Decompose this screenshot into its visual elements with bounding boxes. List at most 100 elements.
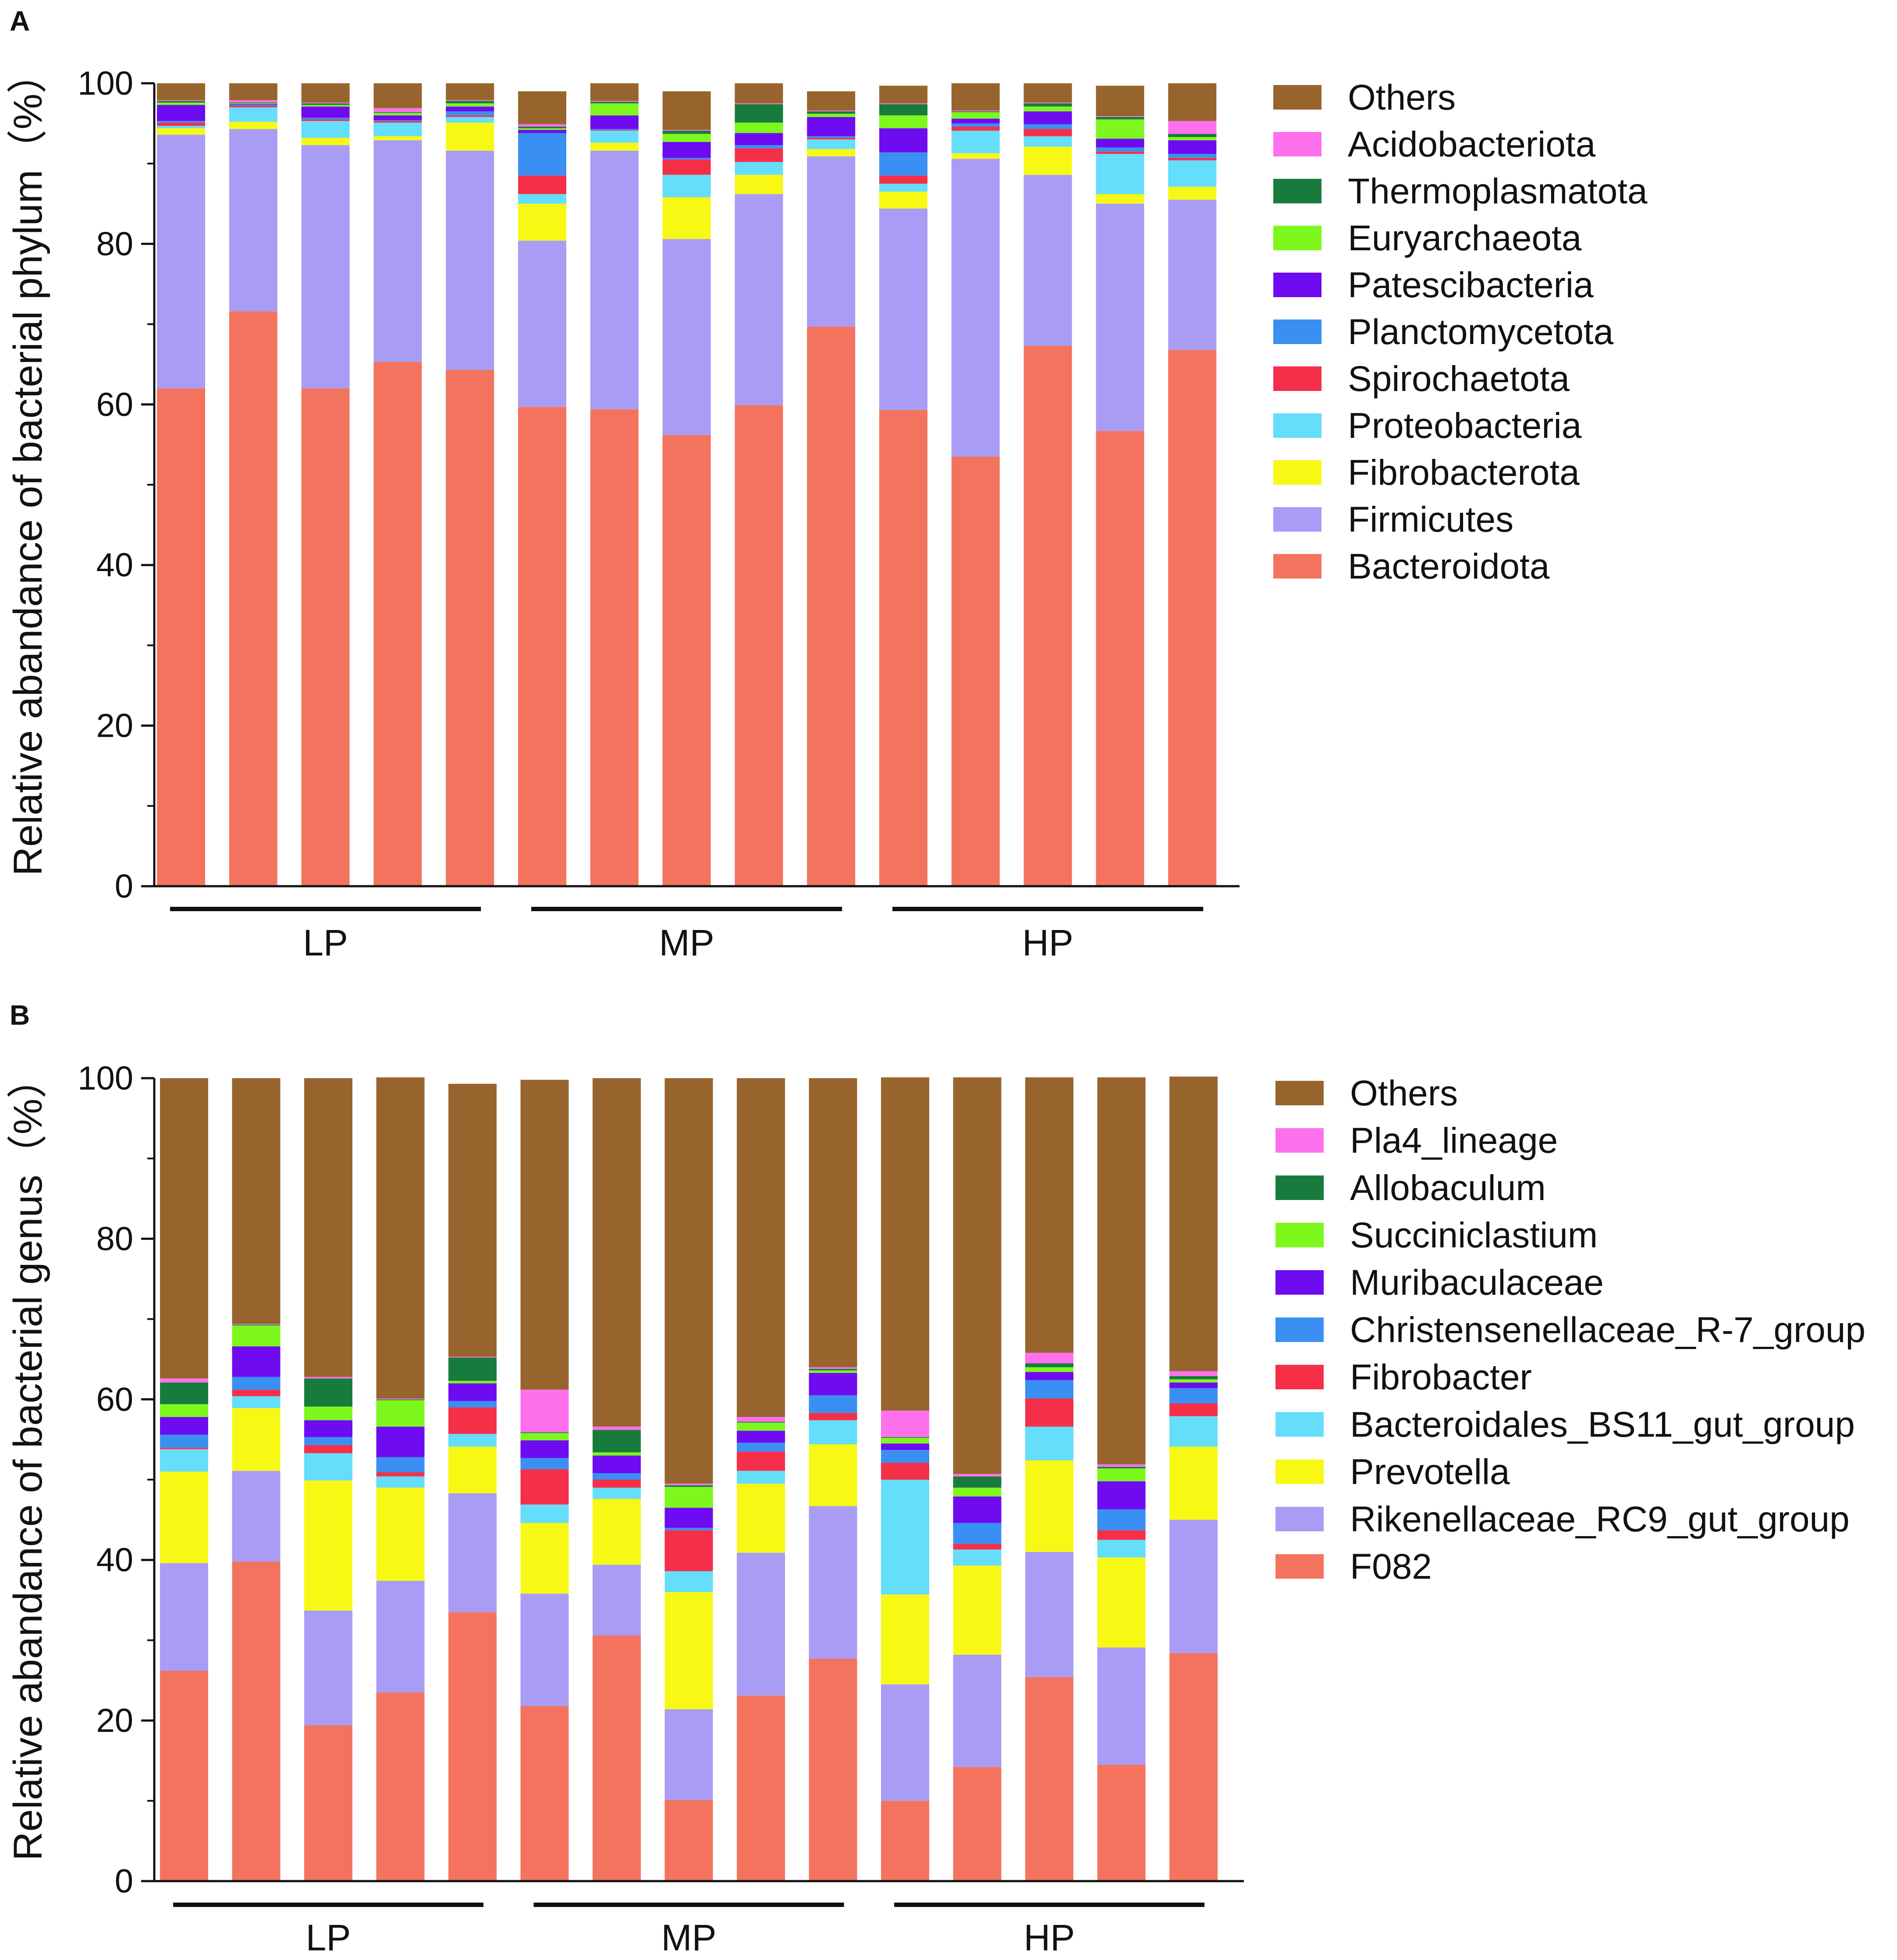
bar-segment-f082-sample-2 xyxy=(232,1561,281,1881)
bar-segment-firmicutes-sample-11 xyxy=(879,208,927,410)
bar-segment-planctomycetota-sample-12 xyxy=(951,123,1000,127)
bar-segment-muribaculaceae-sample-15 xyxy=(1169,1382,1218,1388)
group-labels-genus: LP MP HP xyxy=(173,1903,1204,1958)
bar-segment-rikenellaceae-rc9-gut-group-sample-14 xyxy=(1097,1647,1146,1765)
bar-segment-rikenellaceae-rc9-gut-group-sample-5 xyxy=(448,1493,497,1612)
bar-segment-others-sample-8 xyxy=(664,1078,713,1484)
bar-segment-others-sample-2 xyxy=(232,1078,281,1324)
bar-segment-prevotella-sample-9 xyxy=(737,1484,785,1553)
legend-swatch-others xyxy=(1275,1081,1324,1105)
legend-swatch-succiniclastium xyxy=(1275,1223,1324,1247)
legend-label-prevotella: Prevotella xyxy=(1350,1452,1510,1492)
legend-label-patescibacteria: Patescibacteria xyxy=(1348,265,1594,305)
bar-segment-succiniclastium-sample-2 xyxy=(232,1325,281,1346)
bar-segment-allobaculum-sample-11 xyxy=(881,1437,929,1438)
bar-segment-euryarchaeota-sample-15 xyxy=(1168,137,1217,141)
bar-segment-patescibacteria-sample-10 xyxy=(807,117,856,136)
bar-segment-proteobacteria-sample-4 xyxy=(373,122,422,136)
bar-segment-fibrobacter-sample-2 xyxy=(232,1389,281,1396)
bar-segment-firmicutes-sample-4 xyxy=(373,140,422,362)
bar-segment-allobaculum-sample-2 xyxy=(232,1324,281,1326)
bar-segment-others-sample-12 xyxy=(953,1077,1002,1474)
bar-segment-spirochaetota-sample-13 xyxy=(1023,129,1072,136)
bar-segment-fibrobacterota-sample-11 xyxy=(879,192,927,209)
bar-segment-pla4-lineage-sample-8 xyxy=(664,1484,713,1485)
y-tick-label: 20 xyxy=(96,707,133,745)
y-tick-label: 100 xyxy=(78,1060,133,1097)
bar-segment-planctomycetota-sample-1 xyxy=(157,121,205,123)
bar-segment-thermoplasmatota-sample-6 xyxy=(518,126,566,128)
bar-segment-muribaculaceae-sample-10 xyxy=(809,1373,857,1395)
legend-label-euryarchaeota: Euryarchaeota xyxy=(1348,218,1582,258)
bar-segment-euryarchaeota-sample-9 xyxy=(735,122,783,133)
bar-segment-acidobacteriota-sample-5 xyxy=(446,100,494,101)
bar-segment-euryarchaeota-sample-14 xyxy=(1096,119,1144,139)
bar-segment-spirochaetota-sample-15 xyxy=(1168,158,1217,160)
bar-segment-f082-sample-10 xyxy=(809,1658,857,1881)
bar-segment-allobaculum-sample-10 xyxy=(809,1369,857,1371)
bar-segment-bacteroidales-bs11-gut-group-sample-11 xyxy=(881,1480,929,1594)
bar-segment-others-sample-15 xyxy=(1169,1076,1218,1371)
bar-segment-christensenellaceae-r-7-group-sample-3 xyxy=(304,1437,352,1445)
bar-segment-others-sample-4 xyxy=(373,83,422,108)
bar-segment-prevotella-sample-5 xyxy=(448,1446,497,1494)
bar-segment-fibrobacterota-sample-1 xyxy=(157,128,205,135)
bar-segment-others-sample-5 xyxy=(446,83,494,100)
bar-segment-allobaculum-sample-8 xyxy=(664,1485,713,1487)
bar-segment-pla4-lineage-sample-12 xyxy=(953,1474,1002,1477)
bar-segment-bacteroidota-sample-3 xyxy=(301,388,350,887)
bar-segment-firmicutes-sample-14 xyxy=(1096,203,1144,431)
bar-segment-allobaculum-sample-15 xyxy=(1169,1376,1218,1379)
bar-segment-firmicutes-sample-8 xyxy=(662,239,711,435)
bar-segment-planctomycetota-sample-2 xyxy=(229,105,277,106)
bar-segment-patescibacteria-sample-3 xyxy=(301,107,350,118)
bar-segment-pla4-lineage-sample-6 xyxy=(520,1389,569,1432)
bar-segment-bacteroidota-sample-7 xyxy=(590,409,639,886)
bar-segment-spirochaetota-sample-12 xyxy=(951,126,1000,131)
bar-segment-f082-sample-1 xyxy=(160,1671,208,1881)
bar-segment-thermoplasmatota-sample-14 xyxy=(1096,117,1144,120)
bar-segment-patescibacteria-sample-5 xyxy=(446,107,494,112)
bar-segment-fibrobacter-sample-14 xyxy=(1097,1530,1146,1540)
bar-segment-allobaculum-sample-3 xyxy=(304,1378,352,1407)
bar-segment-patescibacteria-sample-12 xyxy=(951,118,1000,124)
bar-segment-spirochaetota-sample-3 xyxy=(301,119,350,121)
bar-segment-spirochaetota-sample-11 xyxy=(879,175,927,184)
bar-segment-bacteroidales-bs11-gut-group-sample-8 xyxy=(664,1571,713,1592)
bar-segment-fibrobacterota-sample-15 xyxy=(1168,187,1217,200)
bar-segment-fibrobacterota-sample-5 xyxy=(446,122,494,151)
bar-segment-fibrobacter-sample-12 xyxy=(953,1544,1002,1550)
bar-segment-others-sample-3 xyxy=(304,1078,352,1377)
bar-segment-bacteroidota-sample-11 xyxy=(879,410,927,886)
bar-segment-patescibacteria-sample-14 xyxy=(1096,138,1144,148)
bar-segment-others-sample-1 xyxy=(160,1078,208,1379)
bar-segment-firmicutes-sample-2 xyxy=(229,129,277,312)
bar-segment-f082-sample-5 xyxy=(448,1612,497,1881)
bar-segment-muribaculaceae-sample-11 xyxy=(881,1443,929,1450)
legend-label-spirochaetota: Spirochaetota xyxy=(1348,359,1570,399)
bar-segment-proteobacteria-sample-7 xyxy=(590,131,639,143)
bar-segment-fibrobacter-sample-13 xyxy=(1025,1398,1073,1427)
stacked-bars-phylum xyxy=(157,83,1217,887)
bar-segment-patescibacteria-sample-6 xyxy=(518,130,566,133)
bar-segment-muribaculaceae-sample-14 xyxy=(1097,1481,1146,1509)
bar-segment-proteobacteria-sample-1 xyxy=(157,126,205,128)
bar-segment-proteobacteria-sample-11 xyxy=(879,184,927,192)
bar-segment-fibrobacterota-sample-8 xyxy=(662,197,711,239)
bar-segment-acidobacteriota-sample-10 xyxy=(807,110,856,112)
legend-swatch-fibrobacter xyxy=(1275,1365,1324,1389)
bar-segment-fibrobacterota-sample-2 xyxy=(229,121,277,129)
bar-segment-proteobacteria-sample-3 xyxy=(301,121,350,138)
bar-segment-spirochaetota-sample-5 xyxy=(446,115,494,117)
bar-segment-acidobacteriota-sample-2 xyxy=(229,100,277,103)
bar-segment-bacteroidales-bs11-gut-group-sample-1 xyxy=(160,1449,208,1472)
bar-segment-others-sample-9 xyxy=(735,83,783,103)
bar-segment-prevotella-sample-14 xyxy=(1097,1557,1146,1648)
y-tick-label: 0 xyxy=(115,868,133,905)
legend-swatch-allobaculum xyxy=(1275,1175,1324,1200)
bar-segment-bacteroidales-bs11-gut-group-sample-10 xyxy=(809,1420,857,1445)
bar-segment-spirochaetota-sample-8 xyxy=(662,160,711,175)
bar-segment-christensenellaceae-r-7-group-sample-12 xyxy=(953,1523,1002,1544)
bar-segment-firmicutes-sample-6 xyxy=(518,241,566,407)
bar-segment-pla4-lineage-sample-10 xyxy=(809,1367,857,1369)
